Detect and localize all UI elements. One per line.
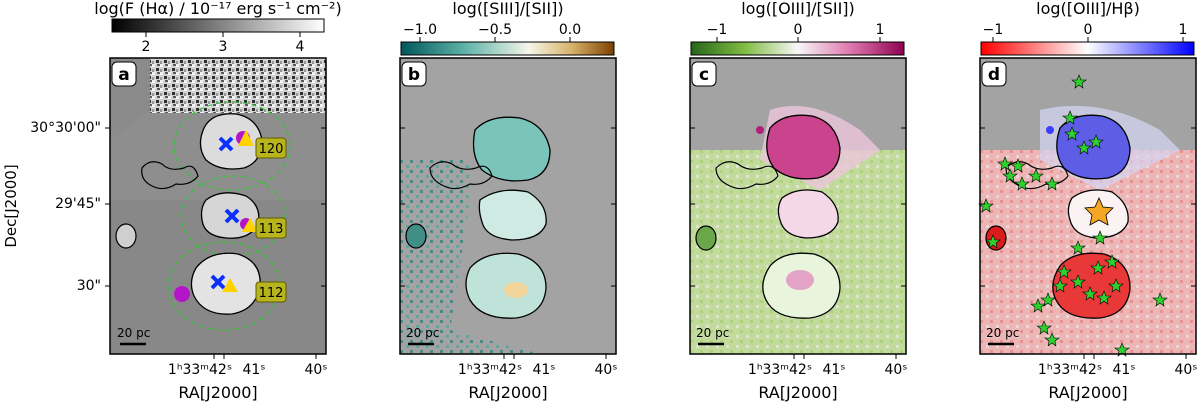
ra-tick-label: 1ʰ33ᵐ42ˢ: [748, 362, 812, 378]
colorbar-title-b: log([SIII]/[SII]): [452, 0, 563, 18]
panel-b: [399, 41, 617, 355]
panel-letter-d: d: [988, 65, 1000, 85]
scale-bar-label: 20 pc: [986, 326, 1019, 340]
x-marker-120: [218, 136, 234, 152]
dec-tick-label: 30°30'00": [30, 120, 101, 136]
panel-letter-box: [981, 61, 1007, 87]
region-label-113: 113: [259, 222, 284, 237]
colorbar-tick: 1: [876, 22, 885, 38]
colorbar-title-d: log([OIII]/Hβ): [1036, 0, 1140, 18]
ra-tick-label: 40ˢ: [1174, 362, 1197, 378]
panel-letter-a: a: [118, 65, 129, 85]
ra-tick-label: 40ˢ: [884, 362, 907, 378]
colorbar-tick: 1: [1179, 22, 1188, 38]
colorbar-title-c: log([OIII]/[SII]): [741, 0, 855, 18]
colorbar-b: [400, 41, 615, 56]
region-label-112: 112: [259, 286, 284, 301]
colorbar-tick: 4: [296, 39, 305, 55]
ra-tick-label: 41ˢ: [242, 362, 265, 378]
panel-c: [689, 41, 907, 355]
orange-star-marker: [1084, 197, 1114, 226]
scale-bar-label: 20 pc: [696, 326, 729, 340]
ra-axis-label: RA[J2000]: [178, 383, 257, 402]
axes-frame-b: [399, 57, 617, 355]
triangle-marker: [238, 130, 254, 146]
green-star-markers: [978, 74, 1168, 357]
colorbar-tick: −1.0: [403, 22, 437, 38]
axes-frame-d: [979, 57, 1197, 355]
colorbar-tick: 0: [794, 22, 803, 38]
ra-axis-label: RA[J2000]: [1048, 383, 1127, 402]
triangle-marker: [222, 278, 238, 292]
marker-circle: [174, 286, 190, 302]
colorbar-c: [690, 41, 905, 56]
ra-tick-label: 1ʰ33ᵐ42ˢ: [168, 362, 232, 378]
ra-axis-label: RA[J2000]: [468, 383, 547, 402]
colorbar-tick: 2: [142, 39, 151, 55]
scale-bar-label: 20 pc: [406, 326, 439, 340]
tick-marks: [105, 32, 1196, 359]
region-label-120-box: [255, 137, 287, 159]
colorbar-tick: 0.0: [559, 22, 581, 38]
dec-tick-label: 29'45": [55, 196, 101, 212]
panel-d: [978, 41, 1197, 357]
axes-frame-c: [689, 57, 907, 355]
ra-tick-label: 40ˢ: [304, 362, 327, 378]
ra-axis-label: RA[J2000]: [758, 383, 837, 402]
colorbar-tick: 0: [1084, 22, 1093, 38]
ra-tick-label: 41ˢ: [822, 362, 845, 378]
region-label-120: 120: [259, 142, 284, 157]
region-label-113-box: [255, 217, 287, 239]
axes-frame-a: [109, 57, 327, 355]
panel-letter-c: c: [699, 65, 709, 85]
triangle-marker: [242, 218, 258, 232]
colorbar-a: [111, 18, 325, 33]
colorbar-title-a: log(F (Hα) / 10⁻¹⁷ erg s⁻¹ cm⁻²): [94, 0, 341, 18]
panel-letter-box: [111, 61, 137, 87]
panel-letter-box: [401, 61, 427, 87]
dec-tick-label: 30": [77, 278, 101, 294]
ra-tick-label: 1ʰ33ᵐ42ˢ: [458, 362, 522, 378]
ra-tick-label: 40ˢ: [594, 362, 617, 378]
x-marker-112: [210, 274, 226, 290]
scale-bar-label: 20 pc: [117, 326, 150, 340]
ra-tick-label: 41ˢ: [1112, 362, 1135, 378]
colorbar-d: [980, 41, 1195, 56]
colorbar-tick: −1: [707, 22, 728, 38]
panel-a: [109, 18, 327, 355]
panel-letter-box: [691, 61, 717, 87]
panel-letter-b: b: [408, 65, 420, 85]
colorbar-tick: 3: [219, 39, 228, 55]
ra-tick-label: 1ʰ33ᵐ42ˢ: [1038, 362, 1102, 378]
region-label-112-box: [255, 281, 287, 303]
x-marker-113: [224, 208, 240, 224]
dec-axis-label: Dec[J2000]: [2, 164, 20, 247]
colorbar-tick: −1: [983, 22, 1004, 38]
ra-tick-label: 41ˢ: [532, 362, 555, 378]
colorbar-tick: −0.5: [478, 22, 512, 38]
